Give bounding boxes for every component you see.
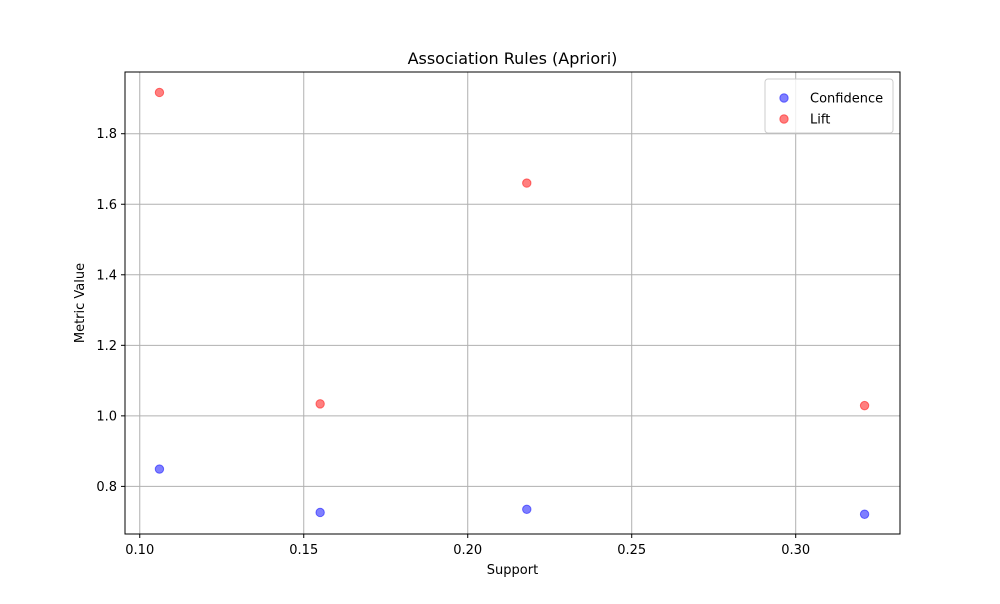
x-axis-label: Support — [487, 563, 538, 578]
legend-label-lift: Lift — [810, 113, 830, 128]
legend-marker-confidence — [779, 93, 789, 103]
y-tick-label: 0.8 — [96, 480, 117, 495]
legend: Confidence Lift — [764, 78, 894, 134]
legend-items: Confidence Lift — [779, 92, 883, 128]
lift-point — [859, 400, 870, 411]
legend-box — [764, 78, 894, 134]
y-tick-label: 1.2 — [96, 339, 117, 354]
confidence-point — [154, 464, 165, 474]
chart-title: Association Rules (Apriori) — [408, 49, 618, 68]
confidence-point — [859, 509, 870, 519]
lift-point — [315, 399, 325, 409]
confidence-point — [522, 504, 532, 515]
x-tick-label: 0.10 — [125, 543, 154, 558]
data-points — [154, 87, 870, 519]
y-tick-label: 1.8 — [96, 127, 117, 142]
grid — [125, 72, 900, 534]
confidence-point — [315, 507, 325, 518]
lift-point — [522, 178, 532, 188]
y-tick-label: 1.6 — [96, 198, 117, 213]
x-tick-label: 0.20 — [453, 543, 482, 558]
lift-point — [154, 87, 165, 98]
y-tick-label: 1.4 — [96, 268, 117, 283]
x-tick-label: 0.30 — [781, 543, 810, 558]
x-tick-label: 0.15 — [289, 543, 318, 558]
plot-frame — [124, 71, 901, 535]
x-tick-label: 0.25 — [617, 543, 646, 558]
legend-label-confidence: Confidence — [810, 92, 883, 107]
y-tick-label: 1.0 — [96, 409, 117, 424]
legend-marker-lift — [779, 114, 789, 124]
axis-ticks: 0.10 0.15 0.20 0.25 0.30 0.8 1.0 1.2 1.4 1.6 1.8 — [96, 127, 810, 558]
y-axis-label: Metric Value — [73, 263, 88, 343]
